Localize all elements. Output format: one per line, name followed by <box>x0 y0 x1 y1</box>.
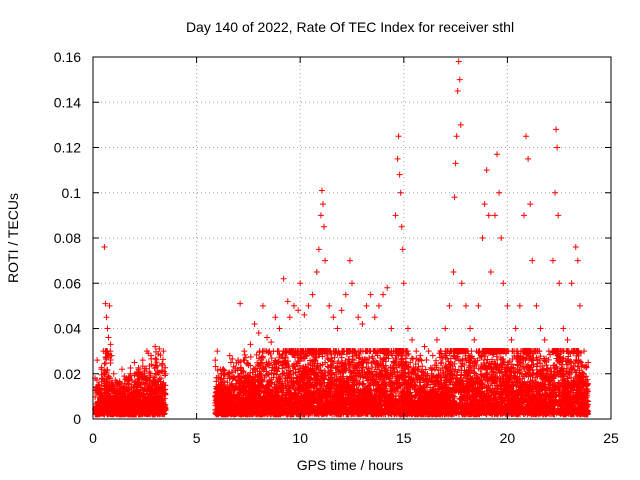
noise-point <box>160 389 167 396</box>
noise-point <box>128 377 135 384</box>
noise-point <box>228 369 235 376</box>
noise-point <box>213 378 220 385</box>
noise-point <box>134 383 141 390</box>
noise-point <box>103 354 110 361</box>
noise-point <box>241 351 248 358</box>
noise-point <box>224 379 231 386</box>
noise-point <box>150 388 157 395</box>
noise-point <box>159 360 166 367</box>
noise-point <box>106 375 113 382</box>
noise-point <box>216 388 223 395</box>
noise-point <box>120 384 127 391</box>
noise-point <box>229 355 236 362</box>
noise-point <box>212 363 219 370</box>
noise-point <box>127 365 134 372</box>
noise-point <box>132 394 139 401</box>
noise-point <box>221 370 228 377</box>
noise-point <box>96 382 103 389</box>
noise-point <box>152 370 159 377</box>
noise-point <box>128 388 135 395</box>
noise-point <box>217 391 224 398</box>
noise-point <box>103 366 110 373</box>
noise-point <box>162 404 169 411</box>
noise-point <box>107 348 114 355</box>
noise-point <box>160 401 167 408</box>
noise-point <box>247 353 254 360</box>
noise-point <box>141 367 148 374</box>
noise-point <box>221 367 228 374</box>
noise-point <box>130 384 137 391</box>
noise-point <box>148 396 155 403</box>
chart-title: Day 140 of 2022, Rate Of TEC Index for r… <box>186 19 514 35</box>
noise-point <box>369 353 376 360</box>
noise-point <box>230 373 237 380</box>
noise-point <box>125 380 132 387</box>
noise-point <box>137 380 144 387</box>
noise-point <box>148 361 155 368</box>
noise-point <box>107 356 114 363</box>
noise-point <box>214 367 221 374</box>
noise-point <box>153 403 160 410</box>
noise-point <box>222 395 229 402</box>
noise-point <box>162 364 169 371</box>
noise-point <box>157 383 164 390</box>
noise-point <box>152 355 159 362</box>
noise-point <box>136 391 143 398</box>
noise-point <box>230 363 237 370</box>
noise-point <box>157 375 164 382</box>
noise-point <box>227 359 234 366</box>
noise-point <box>137 371 144 378</box>
noise-point <box>220 375 227 382</box>
noise-point <box>146 369 153 376</box>
noise-point <box>160 408 167 415</box>
noise-point <box>137 384 144 391</box>
noise-point <box>150 374 157 381</box>
noise-point <box>153 359 160 366</box>
noise-point <box>157 352 164 359</box>
data-points <box>92 58 592 418</box>
grid-lines <box>93 57 611 419</box>
noise-point <box>153 385 160 392</box>
noise-point <box>220 383 227 390</box>
noise-point <box>220 399 227 406</box>
noise-point <box>157 398 164 405</box>
noise-point <box>214 374 221 381</box>
noise-point <box>124 401 131 408</box>
noise-point <box>158 392 165 399</box>
noise-point <box>159 356 166 363</box>
noise-point <box>149 399 156 406</box>
noise-point <box>215 382 222 389</box>
